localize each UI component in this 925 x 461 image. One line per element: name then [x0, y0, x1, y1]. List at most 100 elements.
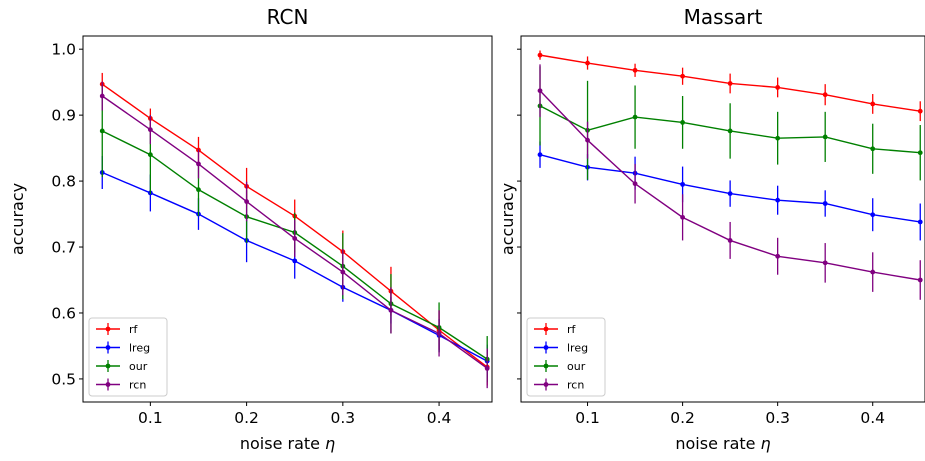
legend-label: lreg	[129, 342, 150, 355]
legend-label: rcn	[129, 379, 146, 392]
data-point	[917, 219, 923, 225]
data-point	[822, 260, 828, 266]
plot-frame	[82, 35, 493, 403]
data-point	[537, 52, 543, 58]
x-axis-symbol: η	[761, 434, 771, 453]
y-tick-label: 0.6	[51, 304, 76, 322]
x-tick-label: 0.3	[331, 409, 356, 427]
data-point	[244, 199, 250, 204]
data-point	[727, 191, 733, 197]
data-point	[585, 137, 590, 143]
massart-panel: Massart 0.1 0.2 0.3 0.4 noise rate η accuracy rf…	[498, 5, 925, 453]
x-axis-label-text: noise rate	[675, 434, 755, 453]
x-tick-label: 0.1	[575, 409, 600, 427]
data-point	[775, 197, 781, 203]
data-point	[775, 253, 781, 259]
data-point	[147, 127, 153, 133]
legend-marker	[543, 363, 549, 369]
data-point	[917, 277, 923, 283]
x-axis-label-text: noise rate	[240, 434, 320, 453]
data-point	[727, 128, 733, 134]
data-point	[680, 119, 685, 125]
data-point	[340, 269, 346, 275]
x-tick-label: 0.3	[765, 409, 790, 427]
legend-marker	[105, 326, 111, 332]
data-point	[870, 212, 876, 218]
data-point	[292, 236, 298, 241]
data-point	[775, 135, 781, 141]
data-point	[727, 81, 733, 86]
data-point	[870, 269, 876, 275]
data-point	[632, 114, 638, 120]
x-tick-label: 0.1	[138, 409, 163, 427]
legend-label: rf	[129, 323, 139, 336]
data-point	[292, 258, 298, 264]
y-tick-label: 0.7	[51, 239, 76, 257]
legend-marker	[105, 382, 111, 387]
y-tick-label: 0.9	[51, 107, 76, 125]
legend-marker	[105, 345, 111, 350]
x-axis-label: noise rate η	[675, 434, 770, 453]
series-rf	[537, 50, 923, 122]
y-axis-label: accuracy	[498, 183, 517, 255]
legend-box	[88, 317, 168, 397]
data-point	[680, 181, 685, 187]
x-tick-label: 0.4	[427, 409, 452, 427]
legend-marker	[543, 382, 549, 387]
x-axis-symbol: η	[325, 434, 335, 453]
data-point	[917, 108, 923, 114]
legend-marker	[543, 345, 549, 350]
data-point	[775, 85, 781, 90]
data-point	[388, 307, 394, 313]
legend: rf lreg our rcn	[88, 317, 168, 397]
data-point	[537, 88, 543, 94]
data-point	[196, 161, 201, 167]
chart-title: Massart	[684, 5, 763, 29]
data-point	[917, 150, 923, 156]
data-point	[822, 201, 828, 206]
plot-area	[537, 50, 923, 300]
data-point	[196, 187, 201, 193]
data-point	[822, 134, 828, 140]
legend-marker	[543, 326, 549, 332]
y-tick-label: 1.0	[51, 41, 76, 59]
data-point	[484, 365, 490, 371]
legend-box	[526, 317, 606, 397]
legend-marker	[105, 363, 111, 369]
y-axis-label: accuracy	[8, 183, 27, 255]
x-tick-label: 0.4	[860, 409, 885, 427]
data-point	[870, 101, 876, 107]
x-axis-label: noise rate η	[240, 434, 335, 453]
legend: rf lreg our rcn	[526, 317, 606, 397]
chart-title: RCN	[267, 5, 309, 29]
plot-frame	[520, 35, 925, 403]
y-tick-label: 0.8	[51, 173, 76, 191]
series-rcn	[537, 64, 923, 300]
y-tick-label: 0.5	[51, 370, 76, 388]
data-point	[585, 60, 590, 66]
data-point	[632, 67, 638, 73]
legend-label: our	[567, 360, 586, 373]
data-point	[147, 152, 153, 158]
legend-label: rcn	[567, 379, 584, 392]
legend-label: our	[129, 360, 148, 373]
data-point	[537, 152, 543, 158]
data-point	[680, 214, 685, 220]
data-point	[822, 92, 828, 98]
data-point	[99, 93, 105, 99]
legend-label: rf	[567, 323, 577, 336]
data-point	[436, 331, 442, 336]
data-point	[727, 238, 733, 243]
legend-label: lreg	[567, 342, 588, 355]
series-our	[537, 66, 923, 181]
x-tick-label: 0.2	[234, 409, 259, 427]
data-point	[632, 181, 638, 187]
series-rcn	[99, 81, 490, 389]
data-point	[680, 73, 685, 79]
x-tick-label: 0.2	[670, 409, 695, 427]
rcn-panel: RCN 0.1 0.2 0.3 0.4 0.5 0.6 0.7 0.8 0.9 1.0 noise r…	[8, 5, 493, 453]
data-point	[870, 146, 876, 152]
plot-area	[99, 72, 490, 389]
data-point	[99, 128, 105, 134]
